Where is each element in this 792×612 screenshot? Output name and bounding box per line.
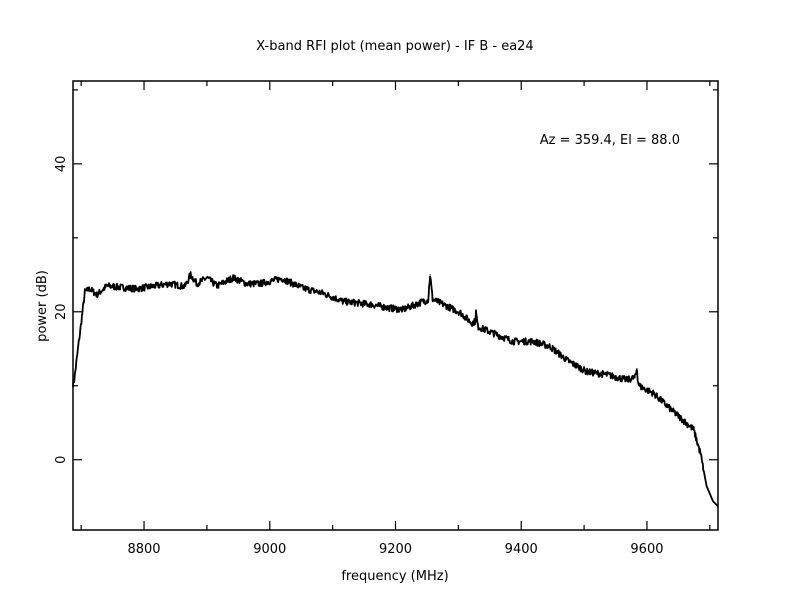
- data-point: [636, 368, 638, 370]
- data-point: [474, 320, 476, 323]
- data-point: [135, 288, 138, 290]
- x-tick-label: 9200: [379, 542, 412, 557]
- data-point: [639, 385, 641, 388]
- data-point: [206, 277, 208, 279]
- data-point: [706, 485, 708, 487]
- az-el-annotation: Az = 359.4, El = 88.0: [540, 133, 680, 148]
- data-point: [717, 505, 719, 507]
- data-point: [369, 303, 371, 305]
- data-point: [634, 377, 636, 379]
- plot-frame: [72, 80, 719, 531]
- data-point: [431, 298, 434, 300]
- data-point: [169, 283, 171, 285]
- data-point: [96, 294, 98, 296]
- data-point: [322, 292, 324, 294]
- data-point: [342, 300, 344, 303]
- y-tick-label: 0: [54, 456, 69, 464]
- data-point: [652, 392, 654, 394]
- data-point: [637, 382, 639, 384]
- data-point: [106, 285, 108, 287]
- data-point: [73, 379, 75, 381]
- data-point: [532, 340, 534, 342]
- data-point: [549, 345, 551, 348]
- series-line-mean-power: [72, 271, 719, 507]
- x-tick-label: 8800: [127, 542, 160, 557]
- data-point: [699, 452, 701, 454]
- data-point: [302, 287, 304, 289]
- data-point: [422, 300, 424, 303]
- data-point: [281, 277, 283, 280]
- x-tick-label: 9400: [505, 542, 538, 557]
- chart-title: X-band RFI plot (mean power) - IF B - ea…: [256, 39, 533, 54]
- data-point: [512, 340, 514, 342]
- data-point: [196, 283, 198, 285]
- y-tick-label: 20: [54, 304, 69, 321]
- data-point: [402, 308, 404, 311]
- data-point: [586, 371, 588, 373]
- data-point: [89, 288, 91, 290]
- data-point: [489, 331, 491, 333]
- data-point: [189, 274, 192, 276]
- data-point: [477, 325, 479, 328]
- x-tick-label: 9600: [630, 542, 663, 557]
- data-point: [470, 322, 473, 324]
- y-tick-label: 40: [54, 156, 69, 173]
- data-point: [232, 277, 234, 279]
- data-point: [436, 300, 438, 303]
- data-point: [259, 283, 261, 285]
- data-point: [459, 311, 461, 314]
- data-point: [692, 428, 695, 431]
- data-point: [672, 411, 674, 413]
- data-point: [72, 382, 74, 385]
- data-point: [475, 311, 477, 313]
- x-tick-label: 9000: [253, 542, 286, 557]
- data-point: [712, 500, 714, 502]
- data-point: [184, 286, 186, 288]
- data-point: [84, 291, 86, 293]
- data-point: [389, 307, 391, 309]
- data-point: [216, 285, 218, 287]
- data-point: [245, 283, 248, 285]
- y-axis-label: power (dB): [35, 270, 50, 342]
- data-point: [606, 374, 608, 376]
- axis-ticks: 8800 9000 9200 9400 9600 0 20 40: [54, 81, 718, 557]
- x-axis-label: frequency (MHz): [341, 569, 448, 584]
- data-point: [626, 379, 628, 381]
- data-point: [565, 359, 568, 361]
- series-layer: [72, 271, 719, 507]
- data-point: [427, 299, 429, 301]
- data-point: [429, 274, 431, 276]
